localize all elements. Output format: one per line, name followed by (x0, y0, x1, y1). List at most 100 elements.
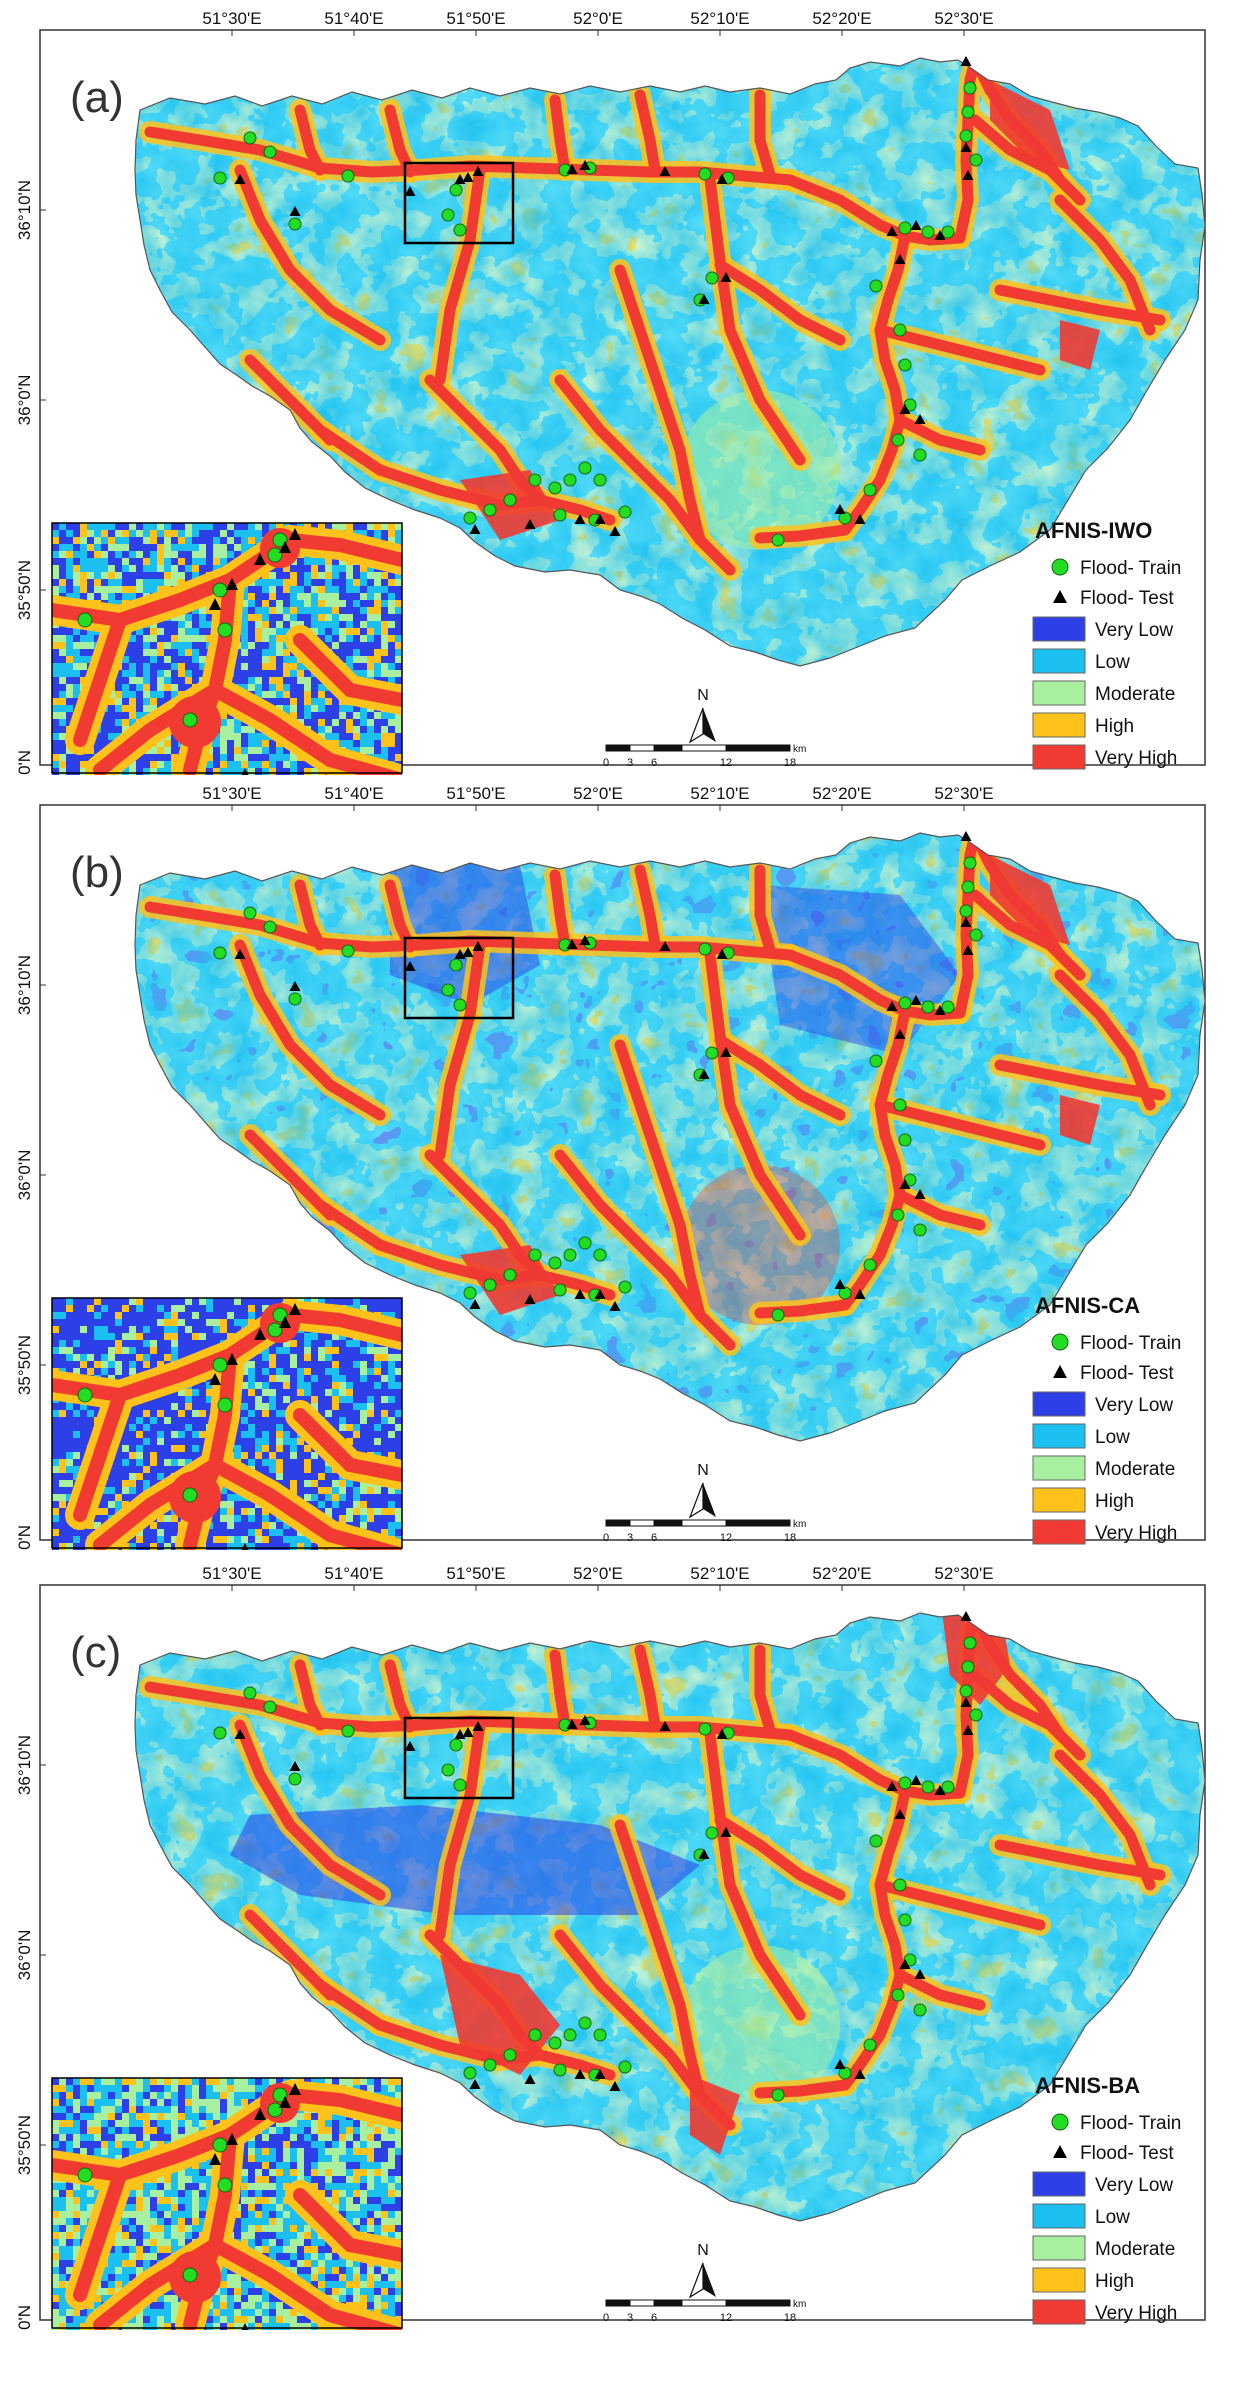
flood-test-point (289, 206, 301, 216)
flood-test-point (720, 1827, 732, 1837)
flood-test-point (698, 1849, 710, 1859)
flood-train-point (449, 958, 463, 972)
flood-test-point (899, 1959, 911, 1969)
flood-test-point (279, 1316, 291, 1328)
flood-test-point (209, 1373, 221, 1385)
flood-test-point (716, 174, 728, 184)
longitude-tick-label: 52°10'E (690, 784, 749, 803)
latitude-tick-label: 36°10'N (15, 1735, 34, 1795)
flood-test-point (469, 2079, 481, 2089)
flood-train-point (961, 880, 975, 894)
legend-class-label: Moderate (1095, 2239, 1175, 2260)
legend-title: AFNIS-IWO (1035, 518, 1152, 543)
longitude-tick-label: 51°50'E (446, 784, 505, 803)
flood-train-point (341, 169, 355, 183)
inset-map (52, 2078, 402, 2330)
scale-bar-tick: 0 (603, 2312, 609, 2324)
flood-test-point (899, 1179, 911, 1189)
flood-test-point (462, 1727, 474, 1737)
flood-train-point (838, 2066, 852, 2080)
flood-train-point (441, 983, 455, 997)
flood-test-point (698, 1069, 710, 1079)
flood-test-point (854, 1289, 866, 1299)
legend-title: AFNIS-CA (1035, 1293, 1140, 1318)
latitude-tick-label: 36°0'N (15, 1150, 34, 1201)
flood-test-point (234, 949, 246, 959)
longitude-tick-label: 52°30'E (934, 784, 993, 803)
flood-train-point (267, 2102, 283, 2118)
longitude-tick-label: 52°20'E (812, 9, 871, 28)
flood-test-point (524, 2074, 536, 2084)
flood-train-point (941, 225, 955, 239)
flood-test-point (524, 519, 536, 529)
flood-test-point (960, 56, 972, 66)
latitude-tick-label: 35°40'N (15, 750, 34, 775)
flood-test-point (934, 230, 946, 240)
flood-train-point (272, 532, 288, 548)
flood-test-point (226, 578, 238, 590)
legend-train-label: Flood- Train (1080, 558, 1181, 579)
north-arrow-icon: N (688, 1462, 716, 1519)
flood-test-point (254, 2108, 266, 2120)
flood-train-point (771, 2088, 785, 2102)
legend-class-swatch (1032, 744, 1086, 770)
flood-train-point (869, 1054, 883, 1068)
longitude-tick-label: 51°30'E (202, 9, 261, 28)
flood-test-point (910, 220, 922, 230)
flood-train-point (77, 2167, 93, 2183)
flood-test-point (960, 831, 972, 841)
flood-train-point (553, 1283, 567, 1297)
flood-train-point (267, 547, 283, 563)
flood-train-point (771, 1308, 785, 1322)
flood-test-point (720, 1047, 732, 1057)
scale-bar-tick: 6 (651, 2312, 657, 2324)
flood-test-point (254, 553, 266, 565)
scale-bar-tick: 12 (720, 1532, 732, 1544)
flood-test-point (962, 945, 974, 955)
flood-test-point (659, 166, 671, 176)
legend-test-label: Flood- Test (1080, 588, 1174, 609)
longitude-tick-label: 52°0'E (573, 1564, 623, 1583)
map-panel: (b)51°30'E51°30'E51°40'E51°40'E51°50'E51… (0, 775, 1243, 1550)
flood-train-point (243, 1686, 257, 1700)
flood-test-point (279, 2096, 291, 2108)
longitude-tick-label: 52°0'E (573, 784, 623, 803)
scale-bar: 0 3 6 12 18 km (603, 1519, 806, 1544)
latitude-tick-label: 35°50'N (15, 560, 34, 620)
flood-test-point (472, 941, 484, 951)
flood-train-point (441, 208, 455, 222)
flood-test-point (209, 2153, 221, 2165)
flood-test-point (886, 226, 898, 236)
flood-train-point (182, 712, 198, 728)
legend-train-symbol (1051, 2113, 1069, 2131)
flood-test-point (609, 526, 621, 536)
map-svg: (b)51°30'E51°30'E51°40'E51°40'E51°50'E51… (15, 784, 1206, 1550)
flood-train-point (898, 358, 912, 372)
legend-class-label: Moderate (1095, 684, 1175, 705)
flood-train-point (898, 1776, 912, 1790)
latitude-tick-label: 35°40'N (15, 1525, 34, 1550)
flood-train-point (263, 145, 277, 159)
legend-class-label: Very High (1095, 1523, 1177, 1544)
scale-bar-tick: 0 (603, 1532, 609, 1544)
scale-bar-tick: 3 (627, 757, 633, 769)
legend-class-swatch (1032, 2203, 1086, 2229)
panel-label: (b) (70, 848, 124, 897)
flood-test-point (854, 514, 866, 524)
flood-test-point (894, 1809, 906, 1819)
susceptibility-raster (135, 833, 1205, 1441)
latitude-tick-label: 36°10'N (15, 180, 34, 240)
flood-train-point (563, 2028, 577, 2042)
legend-test-symbol (1053, 590, 1067, 603)
flood-train-point (891, 1208, 905, 1222)
flood-train-point (941, 1780, 955, 1794)
scale-bar-unit: km (793, 1519, 806, 1530)
flood-train-point (593, 1248, 607, 1262)
legend-class-swatch (1032, 648, 1086, 674)
latitude-tick-label: 36°0'N (15, 1930, 34, 1981)
flood-test-point (472, 166, 484, 176)
flood-test-point (960, 917, 972, 927)
legend-class-swatch (1032, 2299, 1086, 2325)
longitude-tick-label: 51°50'E (446, 9, 505, 28)
flood-test-point (609, 2081, 621, 2091)
